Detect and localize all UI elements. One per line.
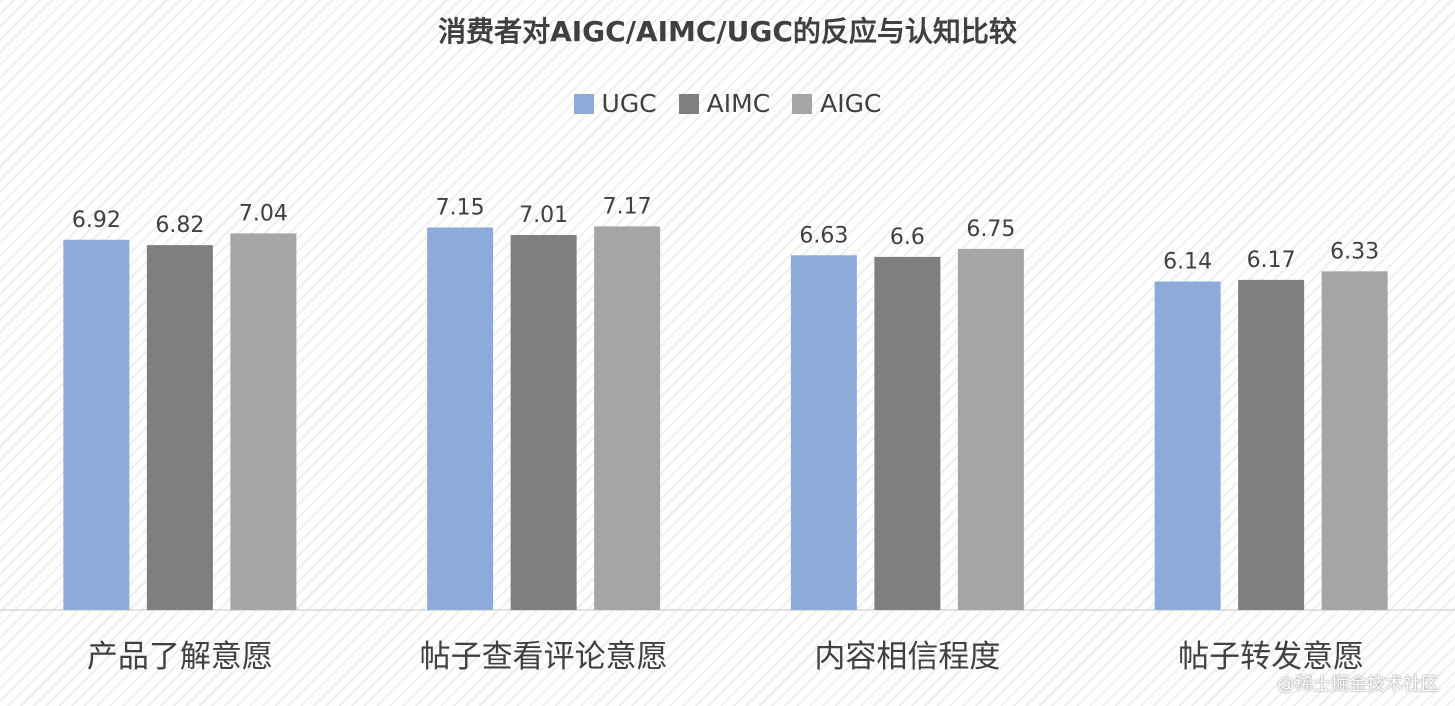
chart-legend: UGC AIMC AIGC bbox=[0, 89, 1455, 118]
legend-label-aigc: AIGC bbox=[820, 89, 882, 118]
legend-label-ugc: UGC bbox=[601, 89, 657, 118]
legend-item-ugc: UGC bbox=[573, 89, 657, 118]
legend-item-aigc: AIGC bbox=[792, 89, 881, 118]
data-label-ugc-0: 6.92 bbox=[72, 208, 121, 233]
bar-aimc-3 bbox=[1238, 279, 1305, 610]
data-label-aigc-1: 7.17 bbox=[603, 194, 652, 219]
chart-title: 消费者对AIGC/AIMC/UGC的反应与认知比较 bbox=[438, 15, 1017, 48]
legend-swatch-aimc bbox=[678, 93, 699, 114]
x-tick-label-2: 内容相信程度 bbox=[814, 639, 1000, 675]
legend-label-aimc: AIMC bbox=[706, 89, 771, 118]
x-tick-label-0: 产品了解意愿 bbox=[87, 639, 273, 675]
bar-aimc-0 bbox=[146, 245, 213, 610]
bar-ugc-0 bbox=[63, 239, 130, 610]
bar-aimc-2 bbox=[874, 256, 941, 610]
legend-swatch-aigc bbox=[792, 93, 813, 114]
bar-aimc-1 bbox=[510, 234, 577, 610]
legend-swatch-ugc bbox=[573, 93, 594, 114]
bar-aigc-1 bbox=[594, 226, 661, 610]
bar-aigc-2 bbox=[957, 248, 1024, 610]
bar-aigc-3 bbox=[1321, 271, 1388, 610]
bar-ugc-2 bbox=[790, 255, 857, 611]
data-label-aimc-0: 6.82 bbox=[155, 213, 204, 238]
data-label-ugc-2: 6.63 bbox=[799, 223, 848, 248]
data-label-aimc-2: 6.6 bbox=[890, 225, 925, 250]
legend-item-aimc: AIMC bbox=[678, 89, 771, 118]
watermark: @稀土掘金技术社区 bbox=[1277, 674, 1439, 695]
bar-ugc-3 bbox=[1154, 281, 1221, 610]
data-label-ugc-1: 7.15 bbox=[436, 195, 485, 220]
data-label-aimc-1: 7.01 bbox=[519, 203, 568, 228]
bar-aigc-0 bbox=[230, 233, 297, 611]
x-tick-label-1: 帖子查看评论意愿 bbox=[420, 639, 668, 675]
data-label-ugc-3: 6.14 bbox=[1163, 250, 1212, 275]
data-label-aigc-3: 6.33 bbox=[1330, 239, 1379, 264]
data-label-aigc-0: 7.04 bbox=[239, 201, 288, 226]
x-tick-label-3: 帖子转发意愿 bbox=[1178, 639, 1364, 675]
bar-ugc-1 bbox=[427, 227, 494, 610]
data-label-aimc-3: 6.17 bbox=[1247, 248, 1296, 273]
data-label-aigc-2: 6.75 bbox=[966, 217, 1015, 242]
